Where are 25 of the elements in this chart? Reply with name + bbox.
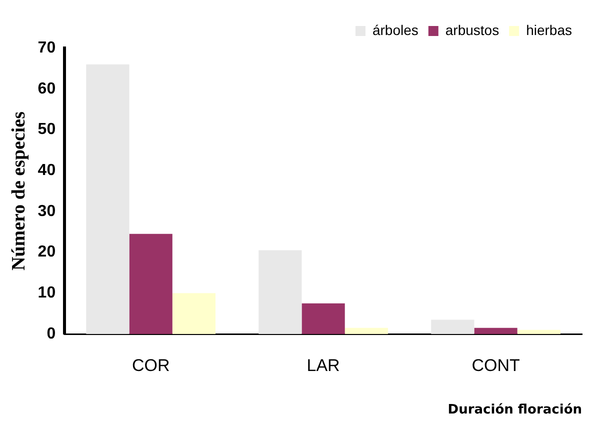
x-tick-label: LAR <box>306 356 340 375</box>
y-tick-label: 40 <box>38 162 56 179</box>
y-tick-label: 0 <box>46 325 56 342</box>
bar <box>86 64 130 334</box>
bar <box>517 330 560 334</box>
y-tick-label: 30 <box>38 202 56 220</box>
x-tick-label: CONT <box>472 356 520 375</box>
bar <box>258 250 302 334</box>
bar <box>344 328 388 334</box>
legend-label: hierbas <box>526 22 572 38</box>
y-tick-label: 50 <box>38 121 56 138</box>
y-axis-title: Número de especies <box>8 111 30 271</box>
legend-label: arbustos <box>445 22 500 38</box>
bar <box>129 234 172 334</box>
legend-label: árboles <box>372 22 418 38</box>
bar <box>431 320 474 334</box>
x-axis-title: Duración floración <box>448 402 582 418</box>
y-tick-label: 70 <box>38 39 56 56</box>
y-tick-label: 10 <box>38 284 56 302</box>
y-tick-label: 20 <box>38 244 56 261</box>
y-tick-label: 60 <box>38 80 56 98</box>
x-tick-label: COR <box>132 356 170 375</box>
bar <box>474 328 518 334</box>
bar <box>172 293 216 334</box>
bar <box>302 303 345 334</box>
